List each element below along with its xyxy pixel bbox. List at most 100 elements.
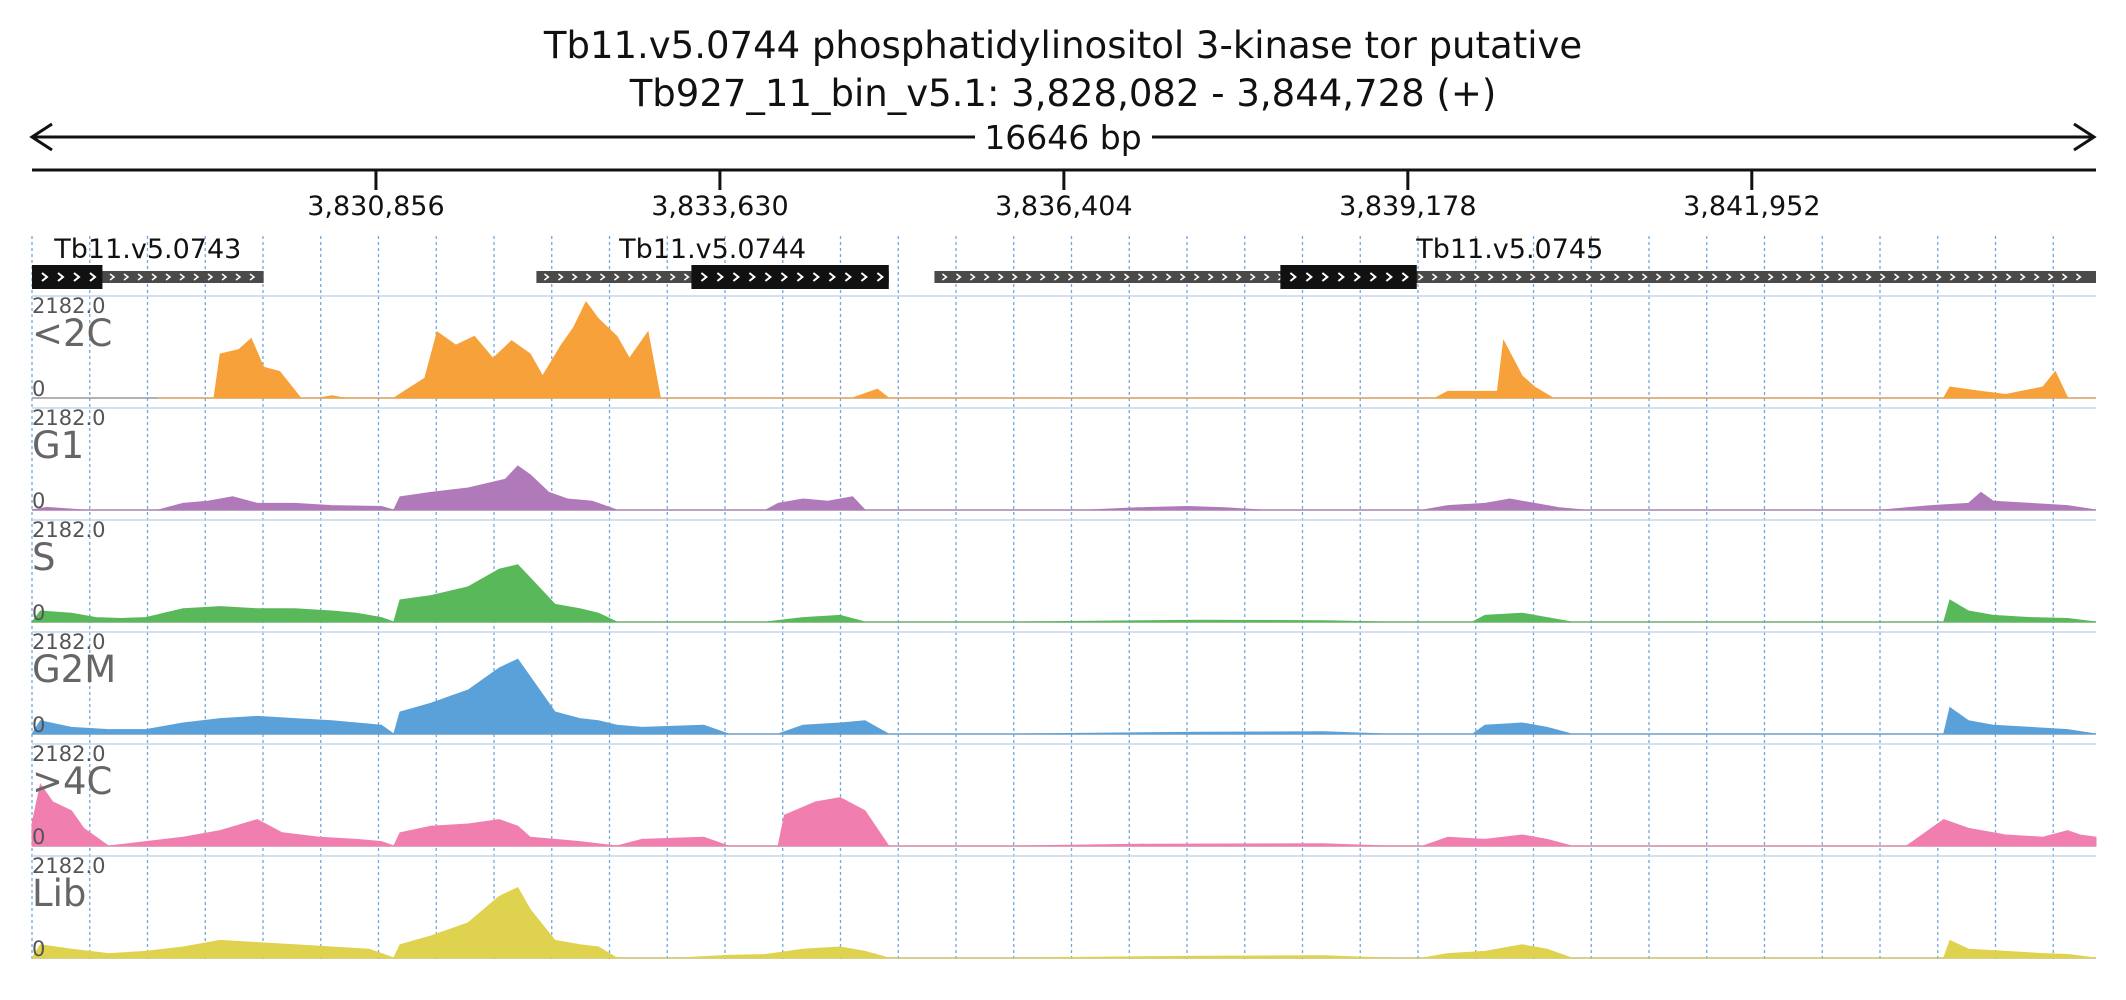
strand-chevron-icon [764, 272, 772, 282]
strand-chevron-icon [1081, 273, 1088, 281]
strand-chevron-icon [1207, 273, 1214, 281]
strand-chevron-icon [1949, 273, 1956, 281]
strand-chevron-icon [1305, 272, 1313, 282]
title-line-2: Tb927_11_bin_v5.1: 3,828,082 - 3,844,728… [629, 72, 1497, 115]
strand-chevron-icon [1221, 273, 1228, 281]
strand-chevron-icon [73, 272, 81, 282]
coverage-track: 2182.0 0 Lib [31, 854, 2097, 961]
strand-chevron-icon [955, 273, 962, 281]
strand-chevron-icon [1487, 273, 1494, 281]
strand-chevron-icon [1795, 273, 1802, 281]
strand-chevron-icon [1445, 273, 1452, 281]
gene-model: Tb11.v5.0744 [536, 234, 889, 289]
strand-chevron-icon [599, 273, 606, 281]
track-name: Lib [32, 872, 86, 915]
scale-min-label: 0 [32, 601, 45, 625]
strand-chevron-icon [748, 272, 756, 282]
strand-chevron-icon [1921, 273, 1928, 281]
strand-chevron-icon [700, 272, 708, 282]
strand-chevron-icon [1585, 273, 1592, 281]
strand-chevron-icon [1599, 273, 1606, 281]
strand-chevron-icon [249, 273, 256, 281]
strand-chevron-icon [1025, 273, 1032, 281]
strand-chevron-icon [1865, 273, 1872, 281]
strand-chevron-icon [1151, 273, 1158, 281]
strand-chevron-icon [1515, 273, 1522, 281]
strand-chevron-icon [221, 273, 228, 281]
strand-chevron-icon [1321, 272, 1329, 282]
strand-chevron-icon [1473, 273, 1480, 281]
track-name: G1 [32, 424, 84, 467]
strand-chevron-icon [812, 272, 820, 282]
strand-chevron-icon [235, 273, 242, 281]
span-label: 16646 bp [984, 118, 1141, 157]
strand-chevron-icon [716, 272, 724, 282]
scale-min-label: 0 [32, 489, 45, 513]
strand-chevron-icon [1543, 273, 1550, 281]
strand-chevron-icon [1613, 273, 1620, 281]
strand-chevron-icon [1809, 273, 1816, 281]
track-name: <2C [32, 312, 112, 355]
strand-chevron-icon [207, 273, 214, 281]
strand-chevron-icon [1767, 273, 1774, 281]
strand-chevron-icon [876, 272, 884, 282]
strand-chevron-icon [1823, 273, 1830, 281]
scale-max-label: 2182.0 [32, 518, 105, 542]
coverage-area [31, 886, 2097, 959]
strand-chevron-icon [1369, 272, 1377, 282]
axis-tick-label: 3,839,178 [1339, 191, 1476, 222]
strand-chevron-icon [828, 272, 836, 282]
coverage-track: 2182.0 0 S [30, 518, 2097, 625]
strand-chevron-icon [1193, 273, 1200, 281]
gene-cds-block [32, 265, 103, 289]
strand-chevron-icon [1711, 273, 1718, 281]
strand-chevron-icon [2075, 273, 2082, 281]
strand-chevron-icon [1263, 273, 1270, 281]
strand-chevron-icon [1401, 272, 1409, 282]
strand-chevron-icon [1781, 273, 1788, 281]
strand-chevron-icon [179, 273, 186, 281]
strand-chevron-icon [165, 273, 172, 281]
strand-chevron-icon [941, 273, 948, 281]
strand-chevron-icon [1123, 273, 1130, 281]
strand-chevron-icon [41, 272, 49, 282]
scale-max-label: 2182.0 [32, 630, 105, 654]
strand-chevron-icon [641, 273, 648, 281]
strand-chevron-icon [1459, 273, 1466, 281]
strand-chevron-icon [683, 273, 690, 281]
scale-min-label: 0 [32, 937, 45, 961]
strand-chevron-icon [1725, 273, 1732, 281]
grid-lines [31, 236, 2054, 962]
strand-chevron-icon [1977, 273, 1984, 281]
coverage-area [158, 301, 2096, 399]
coverage-track: 2182.0 0 >4C [31, 742, 2097, 849]
scale-max-label: 2182.0 [32, 294, 105, 318]
strand-chevron-icon [860, 272, 868, 282]
strand-chevron-icon [1753, 273, 1760, 281]
strand-chevron-icon [2061, 273, 2068, 281]
strand-chevron-icon [1289, 272, 1297, 282]
strand-chevron-icon [89, 272, 97, 282]
strand-chevron-icon [193, 273, 200, 281]
strand-chevron-icon [1739, 273, 1746, 281]
span-arrow-left-icon [29, 122, 53, 152]
coverage-area [31, 783, 2097, 847]
strand-chevron-icon [627, 273, 634, 281]
strand-chevron-icon [571, 273, 578, 281]
gene-cds-block [1280, 265, 1417, 289]
scale-max-label: 2182.0 [32, 854, 105, 878]
strand-chevron-icon [983, 273, 990, 281]
strand-chevron-icon [1417, 273, 1424, 281]
span-arrow-right-icon [2073, 122, 2097, 152]
coverage-tracks: 2182.00<2C2182.00G12182.00S2182.00G2M218… [30, 294, 2097, 961]
strand-chevron-icon [1627, 273, 1634, 281]
strand-chevron-icon [1067, 273, 1074, 281]
strand-chevron-icon [1669, 273, 1676, 281]
coverage-area [31, 658, 2097, 735]
strand-chevron-icon [151, 273, 158, 281]
strand-chevron-icon [557, 273, 564, 281]
scale-min-label: 0 [32, 713, 45, 737]
strand-chevron-icon [669, 273, 676, 281]
strand-chevron-icon [1641, 273, 1648, 281]
strand-chevron-icon [2033, 273, 2040, 281]
